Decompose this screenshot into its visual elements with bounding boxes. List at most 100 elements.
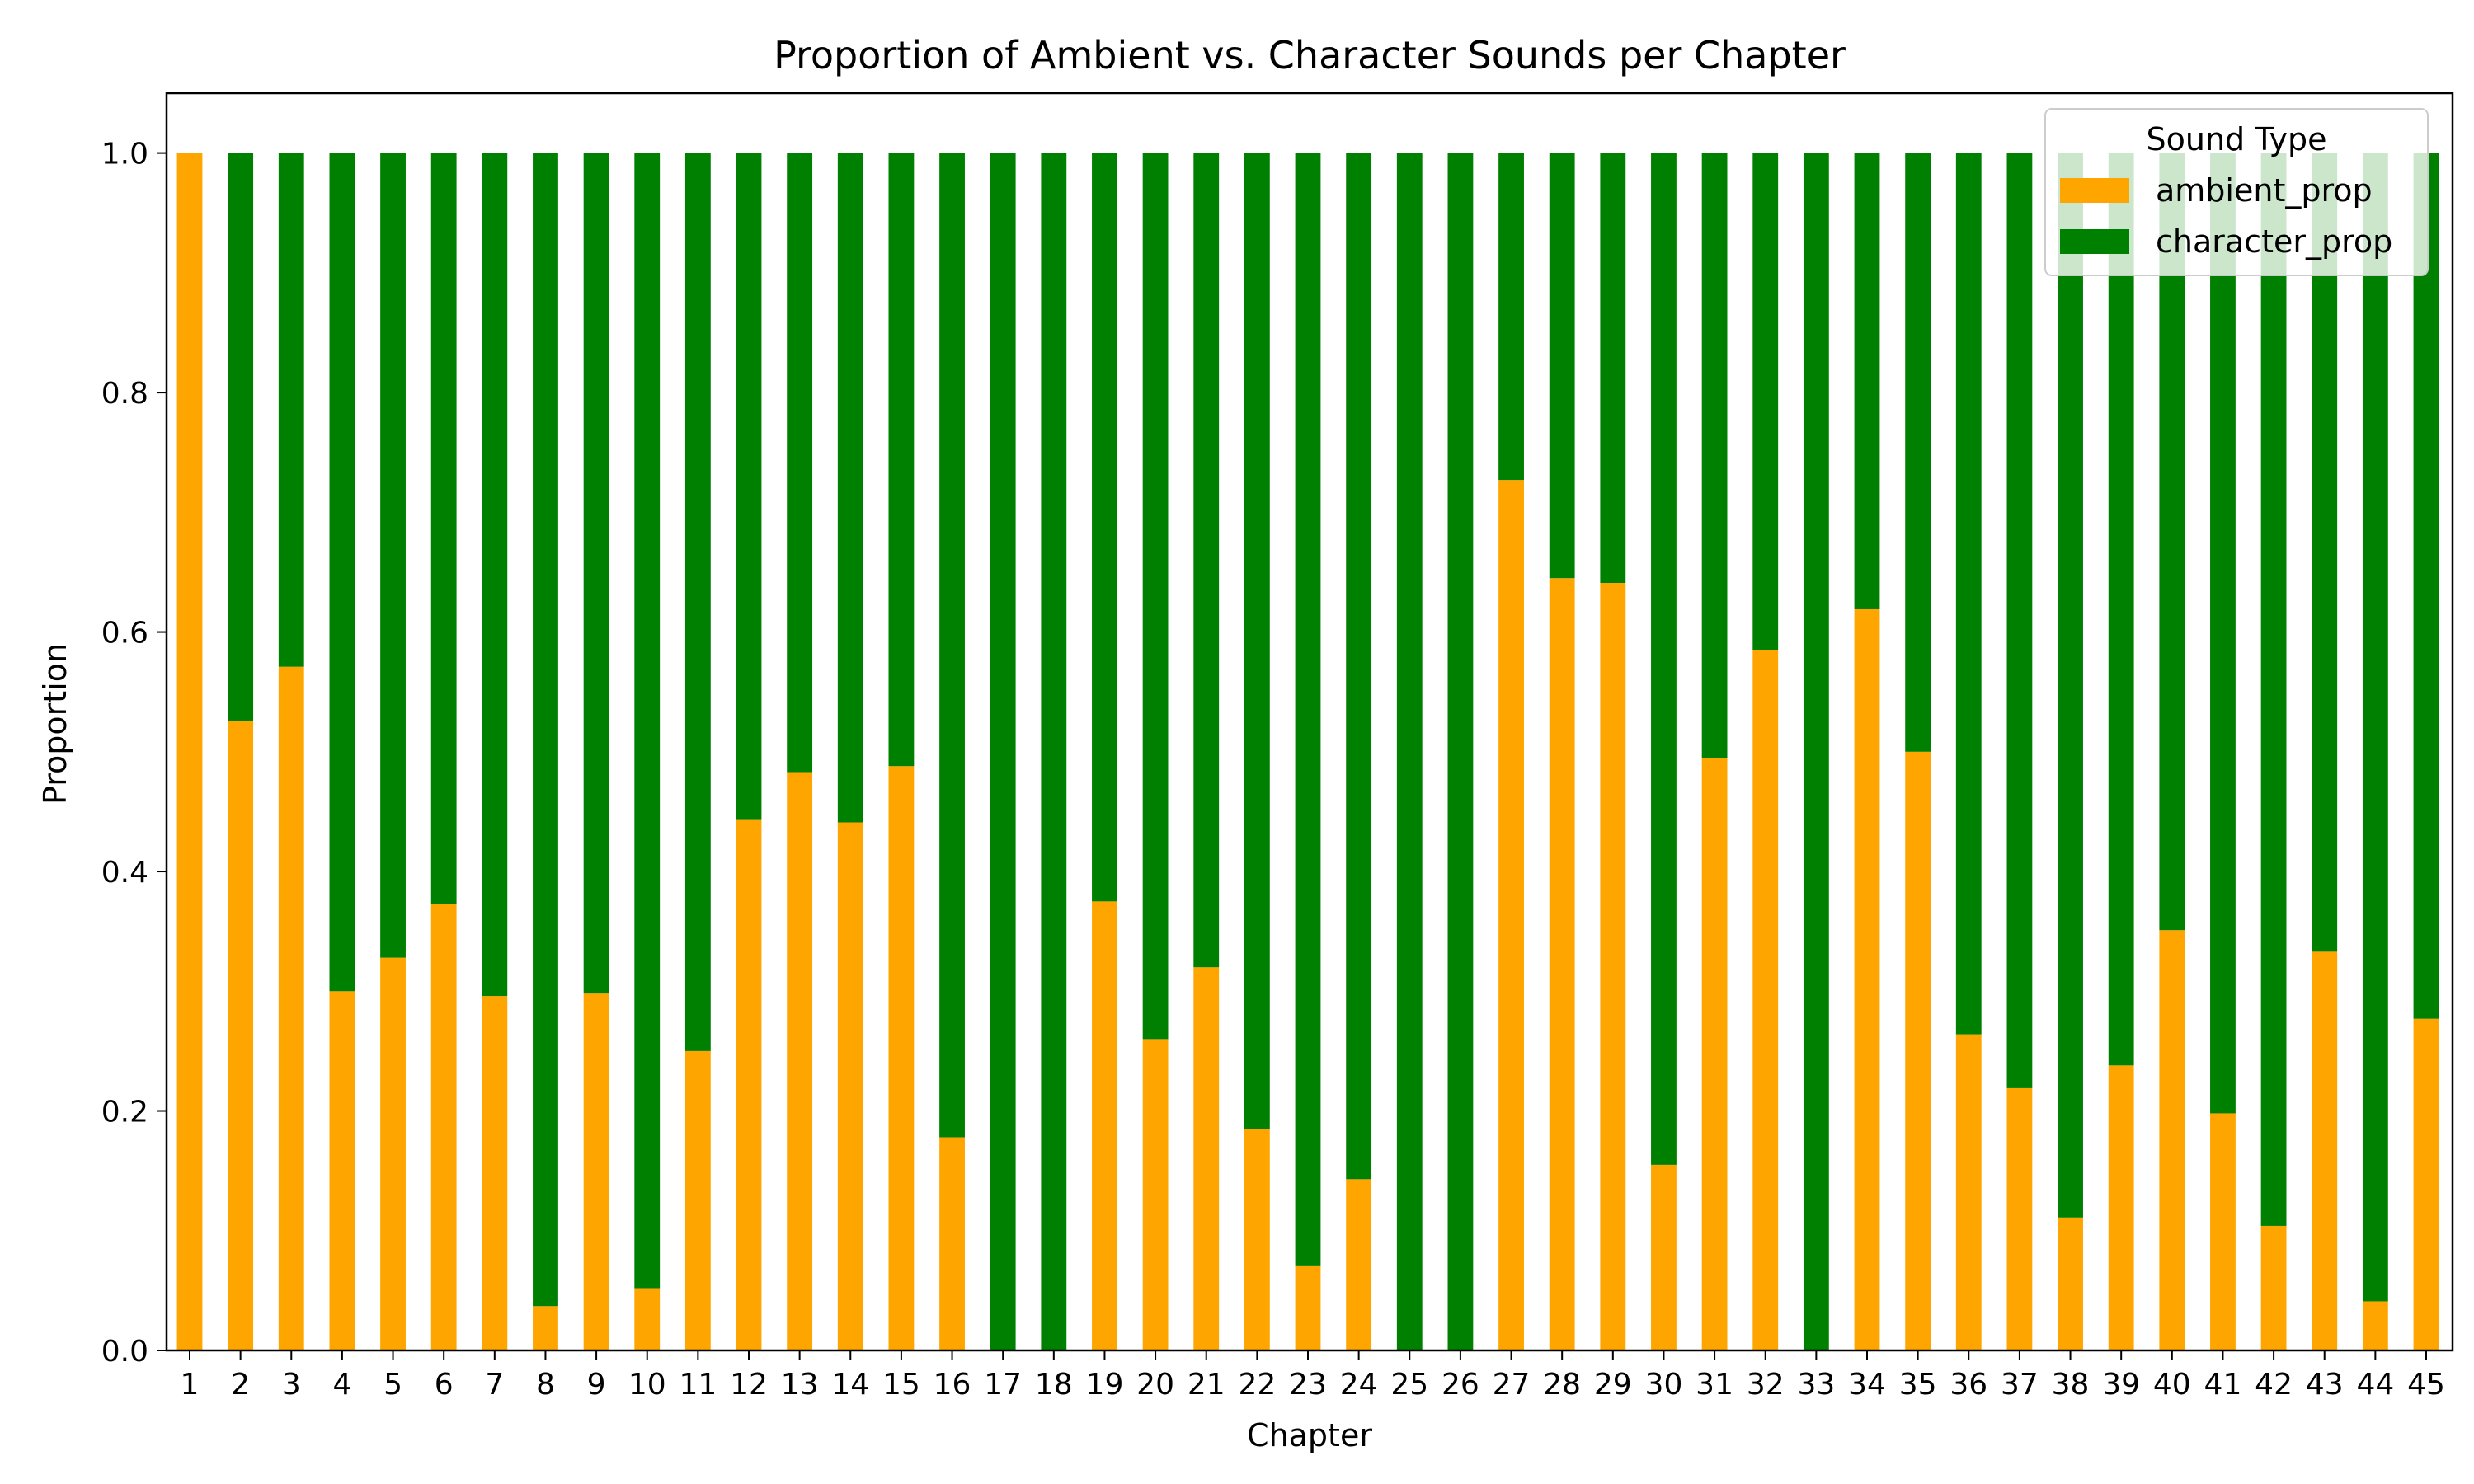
x-tick-label: 18 (1035, 1368, 1073, 1402)
y-axis-label: Proportion (37, 643, 73, 805)
x-tick-label: 8 (536, 1368, 555, 1402)
bar-ambient-prop-chapter-2 (228, 721, 254, 1350)
x-tick-label: 39 (2102, 1368, 2140, 1402)
bar-character-prop-chapter-23 (1295, 153, 1321, 1266)
bar-ambient-prop-chapter-10 (634, 1288, 661, 1350)
bar-character-prop-chapter-36 (1955, 153, 1982, 1035)
bar-character-prop-chapter-21 (1193, 153, 1220, 968)
bar-ambient-prop-chapter-30 (1651, 1164, 1677, 1350)
bar-character-prop-chapter-31 (1701, 153, 1728, 758)
bar-ambient-prop-chapter-1 (176, 153, 203, 1350)
x-tick-label: 28 (1543, 1368, 1581, 1402)
bar-character-prop-chapter-34 (1854, 153, 1880, 609)
bar-ambient-prop-chapter-22 (1244, 1129, 1270, 1350)
x-tick-label: 15 (882, 1368, 920, 1402)
bar-ambient-prop-chapter-21 (1193, 967, 1220, 1350)
legend-title: Sound Type (2146, 121, 2326, 157)
x-tick-label: 19 (1086, 1368, 1124, 1402)
x-tick-label: 42 (2255, 1368, 2293, 1402)
bar-character-prop-chapter-38 (2058, 153, 2083, 1218)
bar-ambient-prop-chapter-19 (1092, 901, 1117, 1350)
bar-ambient-prop-chapter-35 (1905, 751, 1931, 1350)
x-tick-label: 11 (679, 1368, 717, 1402)
bar-character-prop-chapter-11 (684, 153, 711, 1051)
x-tick-label: 37 (2001, 1368, 2039, 1402)
bars-group (176, 153, 2439, 1350)
x-tick-label: 26 (1442, 1368, 1479, 1402)
x-tick-label: 22 (1238, 1368, 1276, 1402)
bar-ambient-prop-chapter-41 (2210, 1113, 2236, 1350)
bar-ambient-prop-chapter-20 (1142, 1039, 1169, 1350)
legend-swatch-character (2060, 229, 2129, 254)
x-tick-label: 21 (1188, 1368, 1225, 1402)
y-tick-label: 0.4 (101, 856, 148, 890)
bar-character-prop-chapter-7 (482, 153, 508, 997)
x-axis-label: Chapter (1247, 1417, 1372, 1453)
bar-ambient-prop-chapter-14 (837, 822, 863, 1350)
bar-character-prop-chapter-24 (1346, 153, 1372, 1180)
x-tick-label: 25 (1390, 1368, 1428, 1402)
bar-character-prop-chapter-22 (1244, 153, 1270, 1129)
x-tick-label: 45 (2407, 1368, 2445, 1402)
bar-character-prop-chapter-12 (736, 153, 762, 820)
y-tick-label: 0.8 (101, 377, 148, 411)
x-tick-label: 41 (2204, 1368, 2242, 1402)
x-tick-label: 35 (1899, 1368, 1937, 1402)
bar-character-prop-chapter-16 (939, 153, 965, 1138)
bar-ambient-prop-chapter-4 (329, 991, 355, 1350)
x-tick-label: 31 (1696, 1368, 1733, 1402)
bar-ambient-prop-chapter-9 (583, 993, 609, 1350)
bar-character-prop-chapter-19 (1092, 153, 1117, 902)
bar-character-prop-chapter-41 (2210, 153, 2236, 1114)
bar-character-prop-chapter-45 (2413, 153, 2439, 1019)
legend: Sound Type ambient_prop character_prop (2044, 108, 2429, 276)
x-tick-label: 43 (2306, 1368, 2344, 1402)
bar-character-prop-chapter-33 (1803, 153, 1829, 1350)
x-tick-label: 7 (485, 1368, 504, 1402)
bar-character-prop-chapter-2 (228, 153, 254, 721)
bar-ambient-prop-chapter-12 (736, 819, 762, 1350)
bar-ambient-prop-chapter-37 (2006, 1087, 2033, 1350)
bar-character-prop-chapter-29 (1600, 153, 1626, 584)
bar-character-prop-chapter-32 (1752, 153, 1779, 650)
x-tick-label: 36 (1950, 1368, 1987, 1402)
bar-character-prop-chapter-37 (2006, 153, 2033, 1088)
x-tick-label: 24 (1340, 1368, 1378, 1402)
x-tick-label: 9 (587, 1368, 606, 1402)
y-tick-label: 0.2 (101, 1096, 148, 1129)
bar-character-prop-chapter-30 (1651, 153, 1677, 1165)
x-tick-label: 30 (1645, 1368, 1683, 1402)
bar-ambient-prop-chapter-36 (1955, 1034, 1982, 1350)
y-tick-label: 1.0 (101, 138, 148, 171)
bar-ambient-prop-chapter-27 (1498, 480, 1524, 1350)
bar-ambient-prop-chapter-28 (1549, 578, 1575, 1350)
bar-ambient-prop-chapter-40 (2159, 930, 2185, 1350)
bar-ambient-prop-chapter-8 (533, 1306, 558, 1350)
x-tick-label: 12 (730, 1368, 768, 1402)
bar-ambient-prop-chapter-5 (380, 957, 406, 1350)
bar-character-prop-chapter-13 (787, 153, 813, 773)
x-tick-label: 34 (1848, 1368, 1886, 1402)
x-tick-label: 40 (2153, 1368, 2191, 1402)
bar-character-prop-chapter-6 (430, 153, 457, 904)
x-tick-label: 27 (1493, 1368, 1531, 1402)
x-tick-label: 3 (282, 1368, 301, 1402)
bar-ambient-prop-chapter-45 (2413, 1018, 2439, 1350)
bar-ambient-prop-chapter-23 (1295, 1265, 1321, 1350)
x-tick-label: 2 (231, 1368, 250, 1402)
bar-ambient-prop-chapter-6 (430, 904, 457, 1350)
y-tick-label: 0.0 (101, 1335, 148, 1369)
bar-character-prop-chapter-43 (2312, 153, 2338, 952)
x-tick-label: 10 (628, 1368, 666, 1402)
bar-character-prop-chapter-3 (278, 153, 304, 667)
bar-character-prop-chapter-40 (2159, 153, 2185, 931)
bar-character-prop-chapter-44 (2362, 153, 2388, 1302)
x-tick-label: 29 (1594, 1368, 1632, 1402)
x-tick-label: 23 (1289, 1368, 1327, 1402)
x-tick-label: 5 (383, 1368, 402, 1402)
bar-ambient-prop-chapter-13 (787, 772, 813, 1350)
chart-title: Proportion of Ambient vs. Character Soun… (774, 33, 1846, 77)
bar-ambient-prop-chapter-34 (1854, 608, 1880, 1350)
bar-character-prop-chapter-25 (1396, 153, 1423, 1350)
x-tick-label: 4 (332, 1368, 351, 1402)
